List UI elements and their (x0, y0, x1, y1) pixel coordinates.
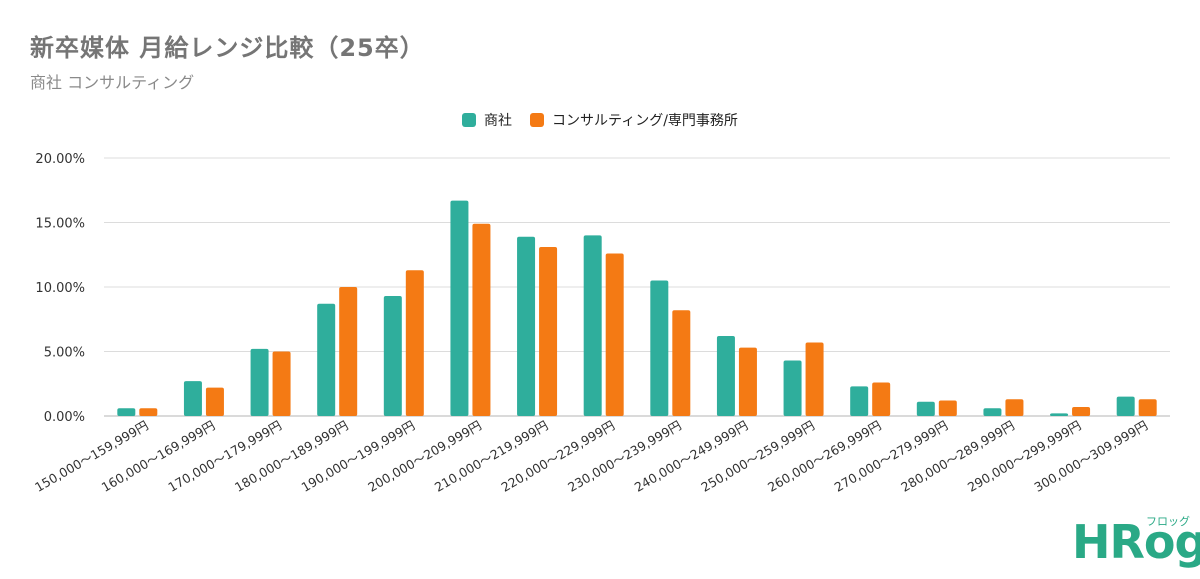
x-tick-label: 190,000〜199,999円 (299, 418, 418, 495)
bar-series1 (650, 280, 669, 416)
y-tick-label: 10.00% (35, 281, 85, 296)
bar-series2 (205, 387, 224, 416)
bar-series2 (938, 400, 957, 416)
x-tick-label: 150,000〜159,999円 (32, 418, 151, 495)
bar-series2 (605, 253, 624, 416)
bar-series1 (117, 408, 136, 416)
bar-series1 (450, 200, 469, 416)
bar-series1 (850, 386, 869, 416)
bar-series2 (805, 342, 824, 416)
x-tick-label: 170,000〜179,999円 (165, 418, 284, 495)
legend-swatch-series1 (462, 113, 477, 127)
bar-series2 (672, 310, 691, 416)
bar-series2 (405, 270, 424, 416)
legend-label-series2: コンサルティング/専門事務所 (552, 113, 738, 129)
logo-kana: フロッグ (1146, 515, 1190, 528)
x-tick-label: 260,000〜269,999円 (765, 418, 884, 495)
bar-series1 (1116, 396, 1135, 416)
bar-series2 (1005, 399, 1024, 416)
x-tick-label: 240,000〜249,999円 (632, 418, 751, 495)
chart-title: 新卒媒体 月給レンジ比較（25卒） (30, 34, 425, 62)
chart-subtitle: 商社 コンサルティング (30, 73, 195, 92)
y-tick-label: 5.00% (44, 346, 85, 361)
x-tick-label: 250,000〜259,999円 (698, 418, 817, 495)
bar-series1 (1050, 413, 1069, 416)
bar-series1 (517, 236, 536, 416)
x-tick-label: 220,000〜229,999円 (498, 418, 617, 495)
bar-series2 (1138, 399, 1157, 416)
x-tick-label: 180,000〜189,999円 (232, 418, 351, 495)
bar-series1 (183, 381, 202, 416)
hrog-logo: HRog フロッグ (1072, 509, 1200, 575)
legend-label-series1: 商社 (484, 113, 513, 129)
bar-series2 (472, 223, 491, 416)
x-tick-label: 160,000〜169,999円 (99, 418, 218, 495)
x-tick-label: 280,000〜289,999円 (898, 418, 1017, 495)
x-tick-label: 290,000〜299,999円 (965, 418, 1084, 495)
bar-series1 (716, 336, 735, 416)
y-tick-label: 15.00% (35, 217, 85, 232)
logo-text: HRog (1072, 515, 1200, 569)
y-tick-label: 20.00% (35, 152, 85, 167)
x-tick-label: 230,000〜239,999円 (565, 418, 684, 495)
legend-item-series1: 商社 (462, 110, 512, 130)
x-tick-label: 210,000〜219,999円 (432, 418, 551, 495)
x-tick-label: 200,000〜209,999円 (365, 418, 484, 495)
legend-item-series2: コンサルティング/専門事務所 (530, 110, 738, 130)
legend: 商社 コンサルティング/専門事務所 (0, 110, 1200, 130)
bar-series1 (383, 296, 402, 416)
bar-series1 (317, 303, 336, 416)
bar-series2 (872, 382, 891, 416)
bar-series2 (272, 351, 291, 416)
x-tick-label: 270,000〜279,999円 (832, 418, 951, 495)
legend-swatch-series2 (530, 113, 545, 127)
bar-series2 (539, 247, 558, 416)
bar-series1 (583, 235, 602, 416)
bar-series1 (916, 401, 935, 416)
bar-series2 (339, 287, 358, 416)
bar-series1 (250, 348, 269, 416)
bar-series1 (983, 408, 1002, 416)
bar-series2 (139, 408, 158, 416)
bar-series2 (1072, 406, 1091, 416)
bar-series2 (738, 347, 757, 416)
bar-series1 (783, 360, 802, 416)
y-tick-label: 0.00% (44, 410, 85, 425)
x-tick-label: 300,000〜309,999円 (1031, 418, 1150, 495)
